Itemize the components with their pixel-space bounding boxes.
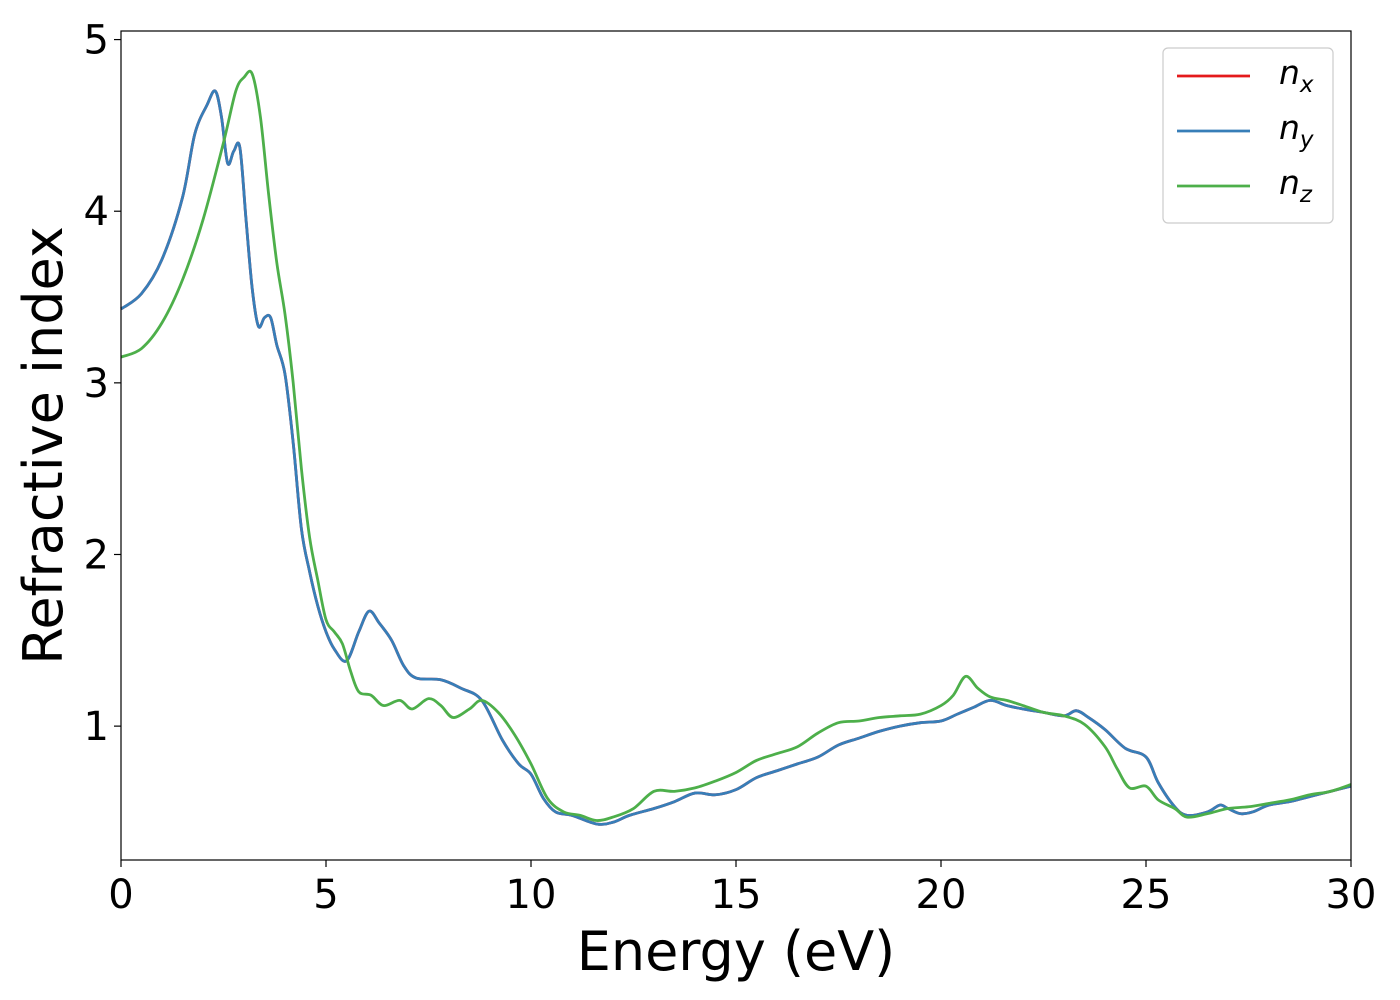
legend-label: ny (1279, 108, 1314, 153)
x-axis-ticks: 0 5 10 15 20 25 30 (108, 860, 1376, 918)
legend: nx ny nz (1162, 47, 1334, 224)
x-tick-label: 0 (108, 872, 133, 918)
series-lines (120, 69, 1352, 826)
x-tick-label: 15 (711, 872, 762, 918)
plot-area (121, 31, 1351, 860)
y-tick-label: 2 (84, 532, 109, 578)
x-tick-label: 20 (916, 872, 967, 918)
series-line-ny (120, 89, 1352, 826)
x-tick-label: 5 (313, 872, 338, 918)
x-tick-label: 25 (1121, 872, 1172, 918)
x-tick-label: 10 (506, 872, 557, 918)
y-axis-label: Refractive index (12, 226, 75, 665)
x-axis-label: Energy (eV) (577, 920, 896, 983)
legend-box (1162, 47, 1334, 224)
y-axis-ticks: 1 2 3 4 5 (84, 18, 121, 750)
x-tick-label: 30 (1326, 872, 1377, 918)
y-tick-label: 1 (84, 704, 109, 750)
y-tick-label: 4 (84, 189, 109, 235)
series-line-nz (120, 69, 1352, 822)
y-tick-label: 5 (84, 18, 109, 64)
y-tick-label: 3 (84, 361, 109, 407)
legend-label: nz (1279, 163, 1313, 208)
legend-label: nx (1279, 53, 1314, 98)
